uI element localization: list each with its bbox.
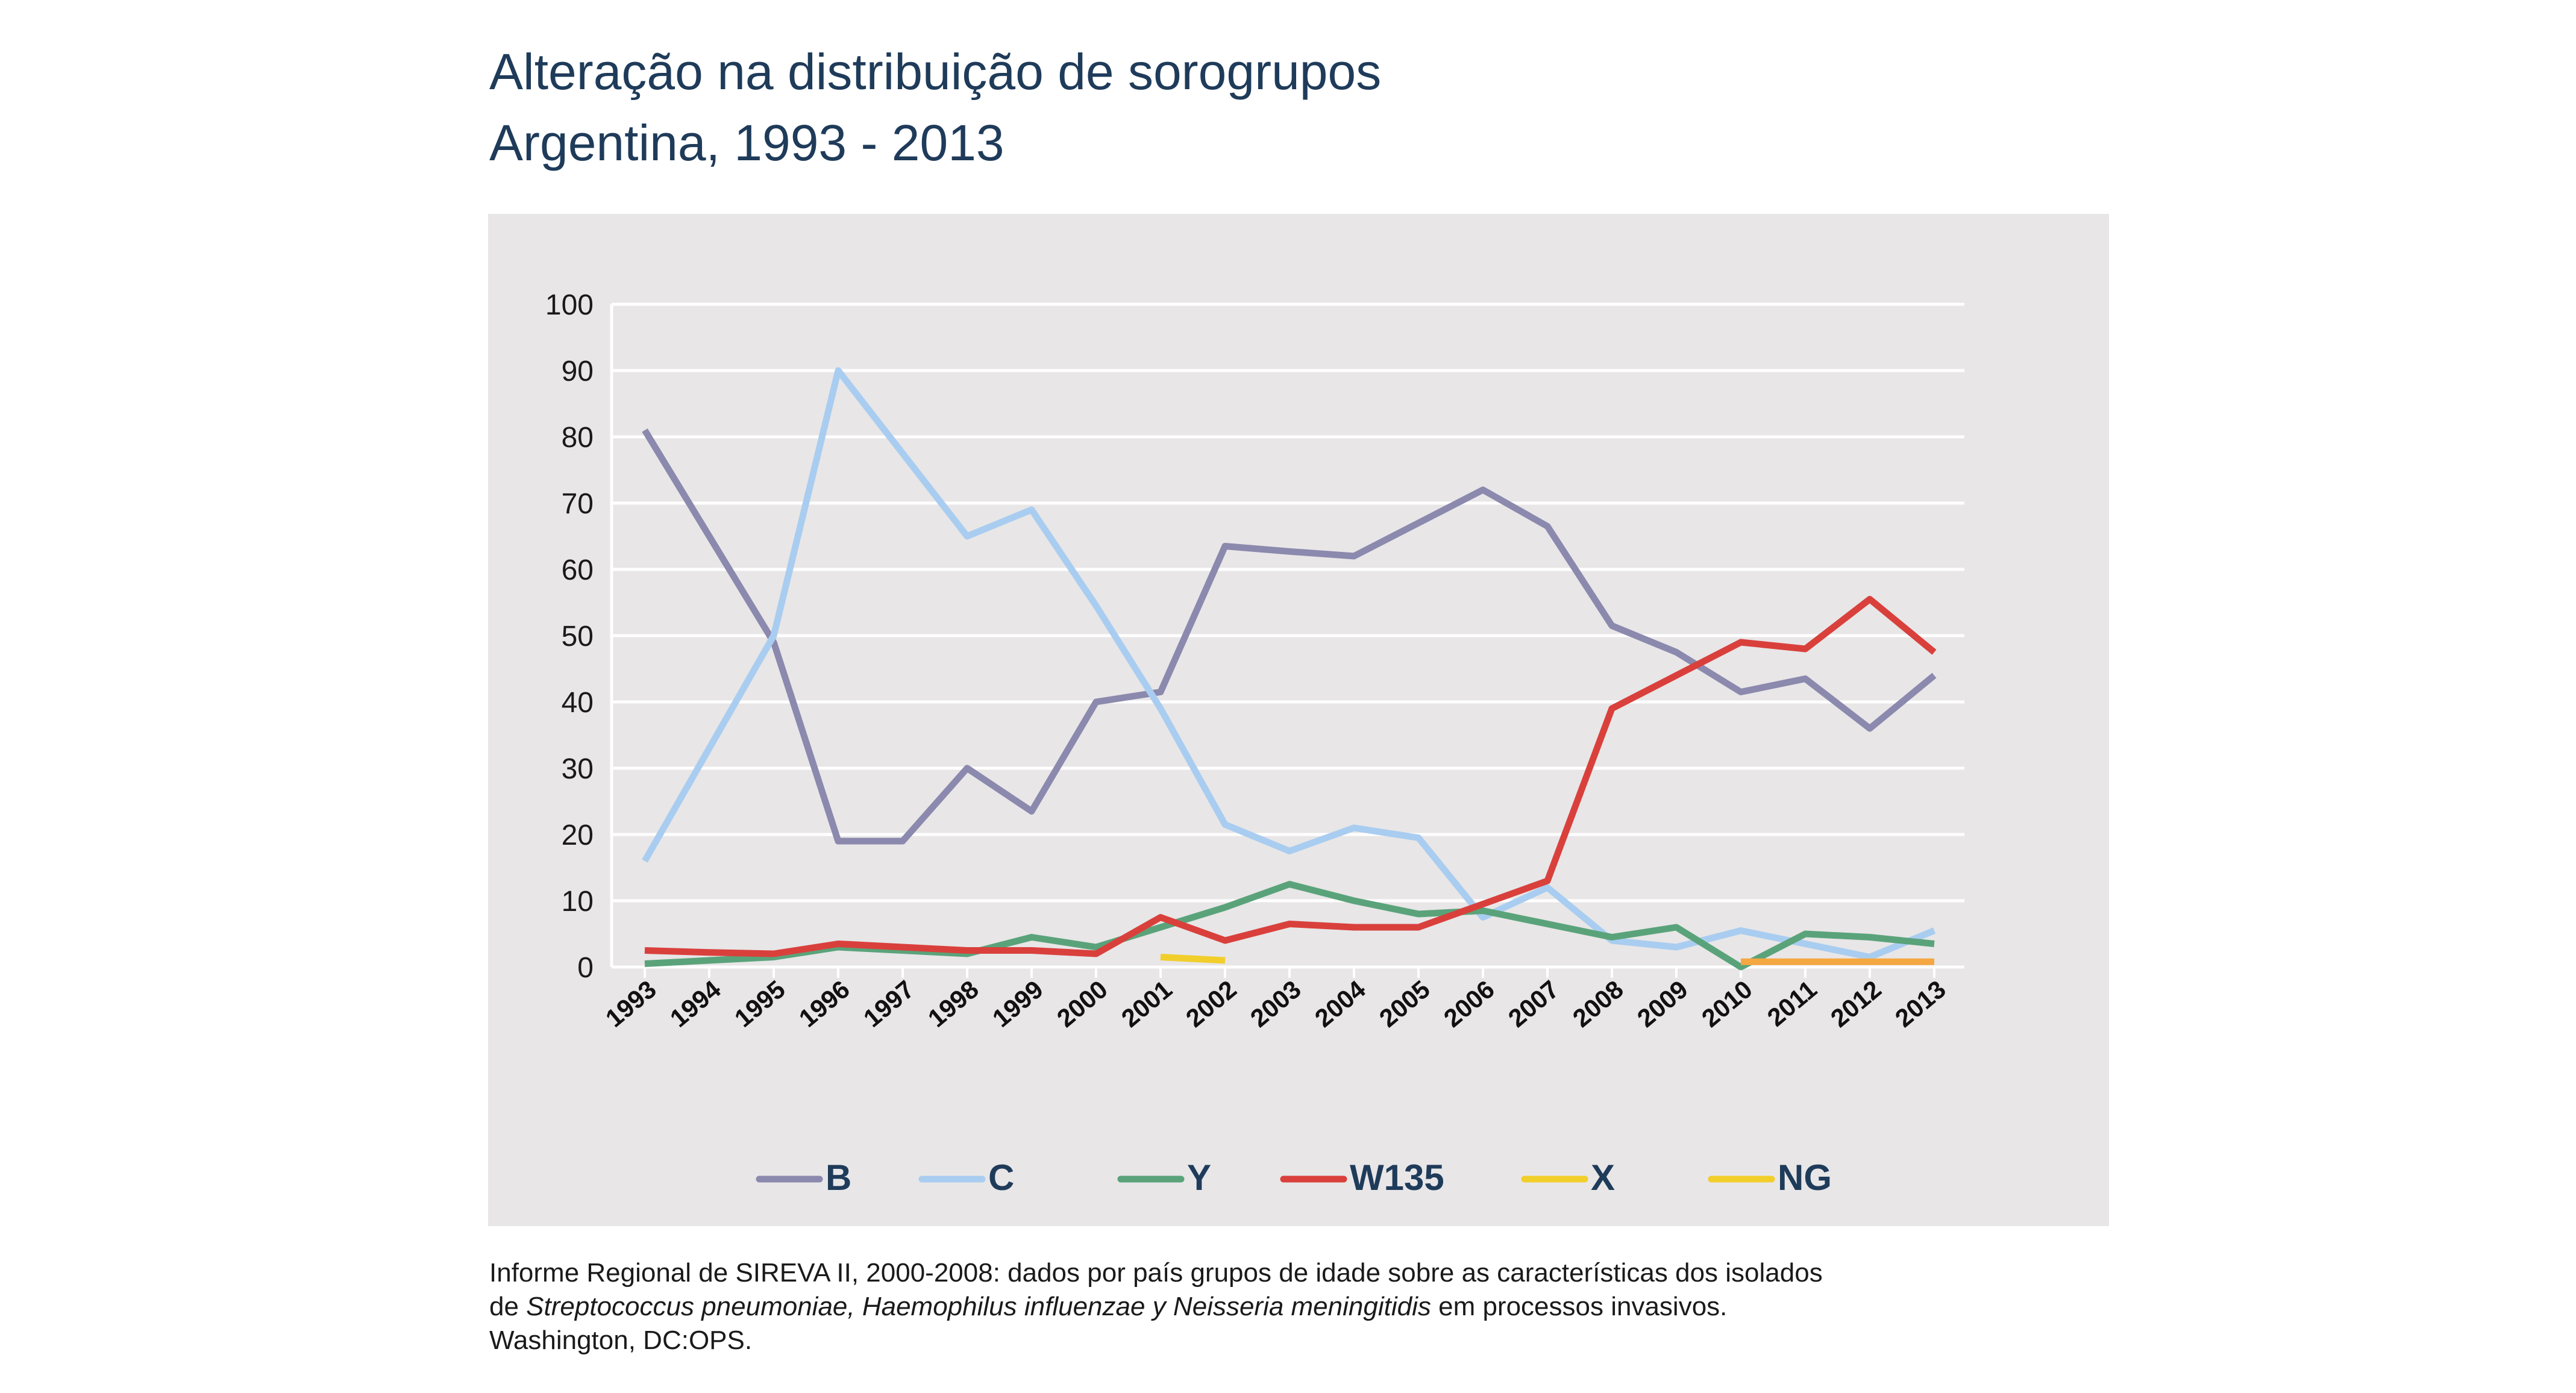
series-line-x [1160, 954, 1226, 964]
x-tick-label-1999: 1999 [987, 975, 1048, 1033]
x-tick-label-2009: 2009 [1632, 975, 1693, 1033]
y-tick-label-90: 90 [562, 355, 594, 387]
x-tick-label-2007: 2007 [1503, 975, 1564, 1033]
legend-label-c: C [988, 1157, 1014, 1198]
y-tick-label-80: 80 [562, 422, 594, 454]
legend-label-w135: W135 [1350, 1157, 1444, 1198]
x-tick-label-2008: 2008 [1567, 975, 1629, 1033]
x-tick-label-2003: 2003 [1245, 975, 1306, 1033]
x-tick-label-1994: 1994 [665, 974, 726, 1032]
source-caption: Informe Regional de SIREVA II, 2000-2008… [489, 1256, 2056, 1357]
x-tick-label-2000: 2000 [1051, 975, 1113, 1033]
x-tick-label-1997: 1997 [858, 975, 920, 1033]
x-tick-label-2006: 2006 [1438, 975, 1500, 1033]
series-line-b [642, 428, 1937, 845]
caption-line-2: de Streptococcus pneumoniae, Haemophilus… [489, 1290, 2056, 1324]
x-tick-label-2004: 2004 [1309, 974, 1371, 1032]
x-tick-label-2010: 2010 [1696, 975, 1758, 1033]
y-tick-label-0: 0 [577, 952, 594, 984]
chart-panel: 0 10 20 30 40 50 60 70 80 90 100 1993 1994 1995 1996 19… [488, 214, 2109, 1226]
y-tick-label-100: 100 [545, 289, 594, 321]
legend-label-x: X [1591, 1157, 1615, 1198]
y-tick-label-70: 70 [562, 488, 594, 520]
chart-title-line-2: Argentina, 1993 - 2013 [489, 114, 1004, 171]
x-tick-label-1993: 1993 [600, 975, 662, 1033]
x-tick-label-2012: 2012 [1825, 975, 1887, 1033]
y-tick-label-50: 50 [562, 621, 594, 653]
chart-title-line-1: Alteração na distribuição de sorogrupos [489, 43, 1382, 100]
caption-line-1: Informe Regional de SIREVA II, 2000-2008… [489, 1258, 1823, 1288]
x-tick-label-2005: 2005 [1374, 975, 1435, 1033]
x-tick-label-2013: 2013 [1890, 975, 1951, 1033]
y-tick-label-20: 20 [562, 819, 594, 851]
y-tick-label-40: 40 [562, 687, 594, 719]
legend-label-b: B [826, 1157, 851, 1198]
legend-label-y: Y [1187, 1157, 1211, 1198]
x-tick-label-2002: 2002 [1180, 975, 1242, 1033]
caption-line-2-suffix: em processos invasivos. [1431, 1292, 1728, 1321]
caption-line-2-prefix: de [489, 1292, 527, 1321]
x-tick-label-1995: 1995 [729, 975, 791, 1033]
x-tick-label-2011: 2011 [1762, 975, 1822, 1032]
y-tick-label-30: 30 [562, 753, 594, 785]
x-tick-label-1996: 1996 [794, 975, 855, 1033]
x-tick-label-1998: 1998 [923, 975, 984, 1033]
y-tick-label-60: 60 [562, 554, 594, 586]
caption-species: Streptococcus pneumoniae, Haemophilus in… [526, 1292, 1431, 1321]
x-tick-label-2001: 2001 [1116, 975, 1177, 1033]
series-line-c [642, 367, 1936, 960]
caption-line-3: Washington, DC:OPS. [489, 1326, 753, 1355]
y-tick-label-10: 10 [562, 886, 594, 918]
chart-title: Alteração na distribuição de sorogrupos … [489, 36, 1381, 178]
series-line-w135 [644, 596, 1937, 957]
legend-label-ng: NG [1778, 1157, 1832, 1198]
